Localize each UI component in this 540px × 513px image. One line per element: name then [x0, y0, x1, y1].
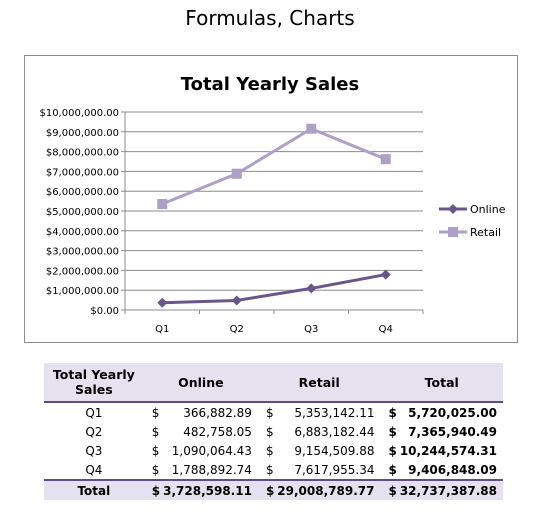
currency-symbol: $ [265, 405, 274, 420]
retail-cell: 6,883,182.44 [294, 424, 375, 439]
table-total-row: Total $3,728,598.11 $29,008,789.77 $32,737,… [44, 479, 503, 500]
data-point-retail [380, 154, 391, 165]
data-point-online [157, 297, 168, 308]
quarter-cell: Q1 [85, 405, 103, 420]
data-point-online [306, 283, 317, 294]
currency-symbol: $ [151, 424, 160, 439]
y-tick-label: $5,000,000.00 [46, 207, 119, 218]
currency-symbol: $ [257, 479, 275, 500]
x-tick-label: Q2 [230, 324, 244, 335]
data-point-retail [157, 199, 168, 210]
header-online: Online [143, 363, 258, 402]
total-cell: 9,406,848.09 [408, 462, 497, 477]
x-tick-label: Q1 [155, 324, 169, 335]
table-row: Q2 $482,758.05 $6,883,182.44 $7,365,940.49 [44, 422, 503, 441]
x-tick-label: Q3 [304, 324, 318, 335]
currency-symbol: $ [151, 443, 160, 458]
series-line-retail [161, 127, 387, 206]
currency-symbol: $ [265, 462, 274, 477]
legend-label-online: Online [470, 203, 506, 216]
data-point-online [231, 295, 242, 306]
total-cell: 7,365,940.49 [408, 424, 497, 439]
legend-marker-retail [448, 227, 458, 237]
sales-table: Total Yearly Sales Online Retail Total Q… [44, 363, 503, 500]
data-point-online [380, 269, 391, 280]
online-cell: 1,090,064.43 [171, 443, 252, 458]
total-cell: 10,244,574.31 [399, 443, 497, 458]
retail-cell: 9,154,509.88 [294, 443, 375, 458]
grand-total-cell: 32,737,387.88 [396, 479, 503, 500]
currency-symbol: $ [265, 424, 274, 439]
table-row: Q4 $1,788,892.74 $7,617,955.34 $9,406,848.0… [44, 460, 503, 480]
total-cell: 5,720,025.00 [408, 405, 497, 420]
quarter-cell: Q2 [85, 424, 103, 439]
currency-symbol: $ [388, 424, 397, 439]
y-tick-label: $3,000,000.00 [46, 247, 119, 258]
quarter-cell: Q4 [85, 462, 103, 477]
retail-cell: 7,617,955.34 [294, 462, 375, 477]
data-point-retail [306, 123, 317, 134]
y-tick-label: $0.00 [90, 306, 119, 317]
currency-symbol: $ [265, 443, 274, 458]
retail-cell: 5,353,142.11 [294, 405, 375, 420]
page-title: Formulas, Charts [185, 6, 355, 30]
header-total-yearly-sales: Total Yearly Sales [44, 363, 144, 402]
series-line-online [162, 273, 387, 305]
online-cell: 366,882.89 [183, 405, 252, 420]
online-cell: 482,758.05 [183, 424, 252, 439]
header-retail: Retail [257, 363, 381, 402]
y-tick-label: $8,000,000.00 [46, 148, 119, 159]
online-total-cell: 3,728,598.11 [160, 479, 258, 500]
y-tick-label: $2,000,000.00 [46, 266, 119, 277]
legend-label-retail: Retail [470, 226, 501, 239]
currency-symbol: $ [388, 443, 397, 458]
currency-symbol: $ [380, 479, 397, 500]
line-chart: Total Yearly Sales $0.00 $1,000,000.00 $2,0… [39, 74, 506, 335]
chart-area[interactable]: Total Yearly Sales $0.00 $1,000,000.00 $2,0… [24, 55, 518, 343]
header-total: Total [380, 363, 503, 402]
online-cell: 1,788,892.74 [171, 462, 252, 477]
y-tick-label: $6,000,000.00 [46, 187, 119, 198]
currency-symbol: $ [151, 462, 160, 477]
retail-total-cell: 29,008,789.77 [274, 479, 381, 500]
currency-symbol: $ [388, 405, 397, 420]
total-label: Total [44, 479, 144, 500]
currency-symbol: $ [388, 462, 397, 477]
y-tick-label: $10,000,000.00 [39, 108, 119, 119]
table-row: Q3 $1,090,064.43 $9,154,509.88 $10,244,574.… [44, 441, 503, 460]
quarter-cell: Q3 [85, 443, 103, 458]
currency-symbol: $ [151, 405, 160, 420]
y-tick-label: $7,000,000.00 [46, 167, 119, 178]
table-row: Q1 $366,882.89 $5,353,142.11 $5,720,025.00 [44, 402, 503, 422]
x-tick-label: Q4 [379, 324, 393, 335]
data-point-retail [231, 168, 242, 179]
legend-marker-online [448, 204, 458, 214]
y-tick-label: $9,000,000.00 [46, 128, 119, 139]
y-tick-label: $4,000,000.00 [46, 227, 119, 238]
chart-title: Total Yearly Sales [181, 74, 359, 95]
currency-symbol: $ [143, 479, 161, 500]
y-tick-label: $1,000,000.00 [46, 286, 119, 297]
table-header-row: Total Yearly Sales Online Retail Total [44, 363, 503, 402]
